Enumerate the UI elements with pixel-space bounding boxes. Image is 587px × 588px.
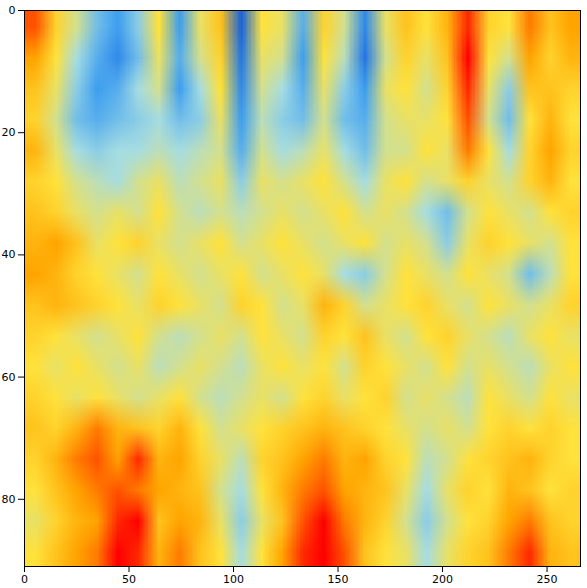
svg-text:150: 150 [328, 573, 349, 586]
svg-text:60: 60 [2, 371, 16, 384]
svg-text:0: 0 [9, 4, 16, 17]
svg-text:100: 100 [223, 573, 244, 586]
svg-text:200: 200 [432, 573, 453, 586]
svg-text:50: 50 [122, 573, 136, 586]
svg-text:250: 250 [537, 573, 558, 586]
svg-text:80: 80 [2, 493, 16, 506]
svg-text:20: 20 [2, 126, 16, 139]
svg-text:40: 40 [2, 248, 16, 261]
svg-text:0: 0 [21, 573, 28, 586]
